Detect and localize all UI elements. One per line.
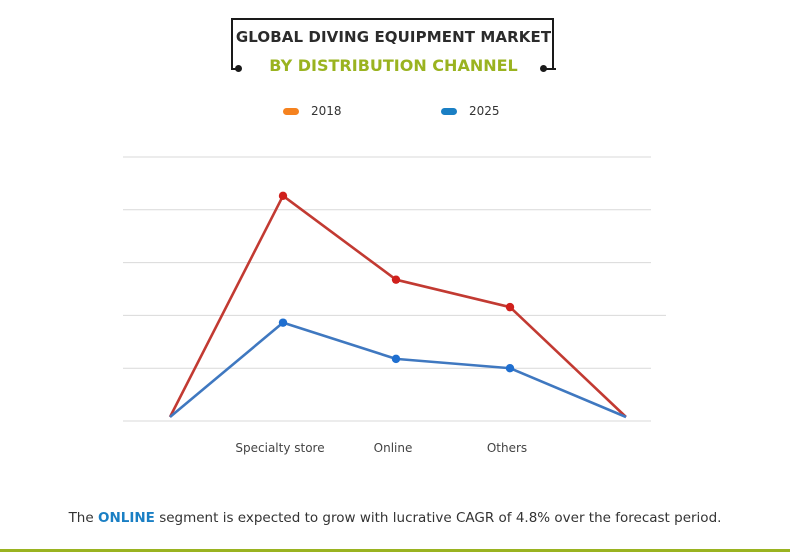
title-right-dot [540,65,547,72]
bottom-accent-bar [0,549,790,552]
x-tick-label: Specialty store [235,441,324,455]
legend-item-2018[interactable]: 2018 [283,104,342,118]
footer-suffix: segment is expected to grow with lucrati… [159,510,722,526]
footer-prefix: The [68,510,94,526]
x-tick-label: Online [374,441,413,455]
title-line-2-text: BY DISTRIBUTION CHANNEL [261,56,526,75]
series-group [168,191,627,419]
footer-highlight: ONLINE [97,510,155,526]
data-point-2018-others[interactable] [505,302,515,312]
title-line-1: GLOBAL DIVING EQUIPMENT MARKET [235,28,552,46]
data-point-2025-others[interactable] [505,364,515,373]
chart-title: GLOBAL DIVING EQUIPMENT MARKET BY DISTRI… [231,18,556,75]
title-frame [231,18,554,70]
legend-label-2025: 2025 [469,104,500,118]
x-tick-label: Others [487,441,527,455]
data-point-2018-specialty-store[interactable] [278,191,288,201]
gridlines [123,156,666,422]
title-left-connector [231,68,239,70]
legend-swatch-2025 [441,107,457,115]
legend-swatch-2018 [283,107,299,115]
title-line-2: BY DISTRIBUTION CHANNEL [231,56,556,75]
legend-label-2018: 2018 [311,104,342,118]
legend-item-2025[interactable]: 2025 [441,104,500,118]
x-axis-labels: Specialty store Online Others [235,441,527,455]
data-point-2025-specialty-store[interactable] [278,318,288,327]
data-point-2018-online[interactable] [391,275,401,284]
series-line-2018 [168,194,627,418]
data-point-2025-online[interactable] [391,354,401,364]
series-line-2025 [169,321,627,419]
title-right-connector [544,68,556,70]
footer-note: The ONLINE segment is expected to grow w… [0,510,790,526]
